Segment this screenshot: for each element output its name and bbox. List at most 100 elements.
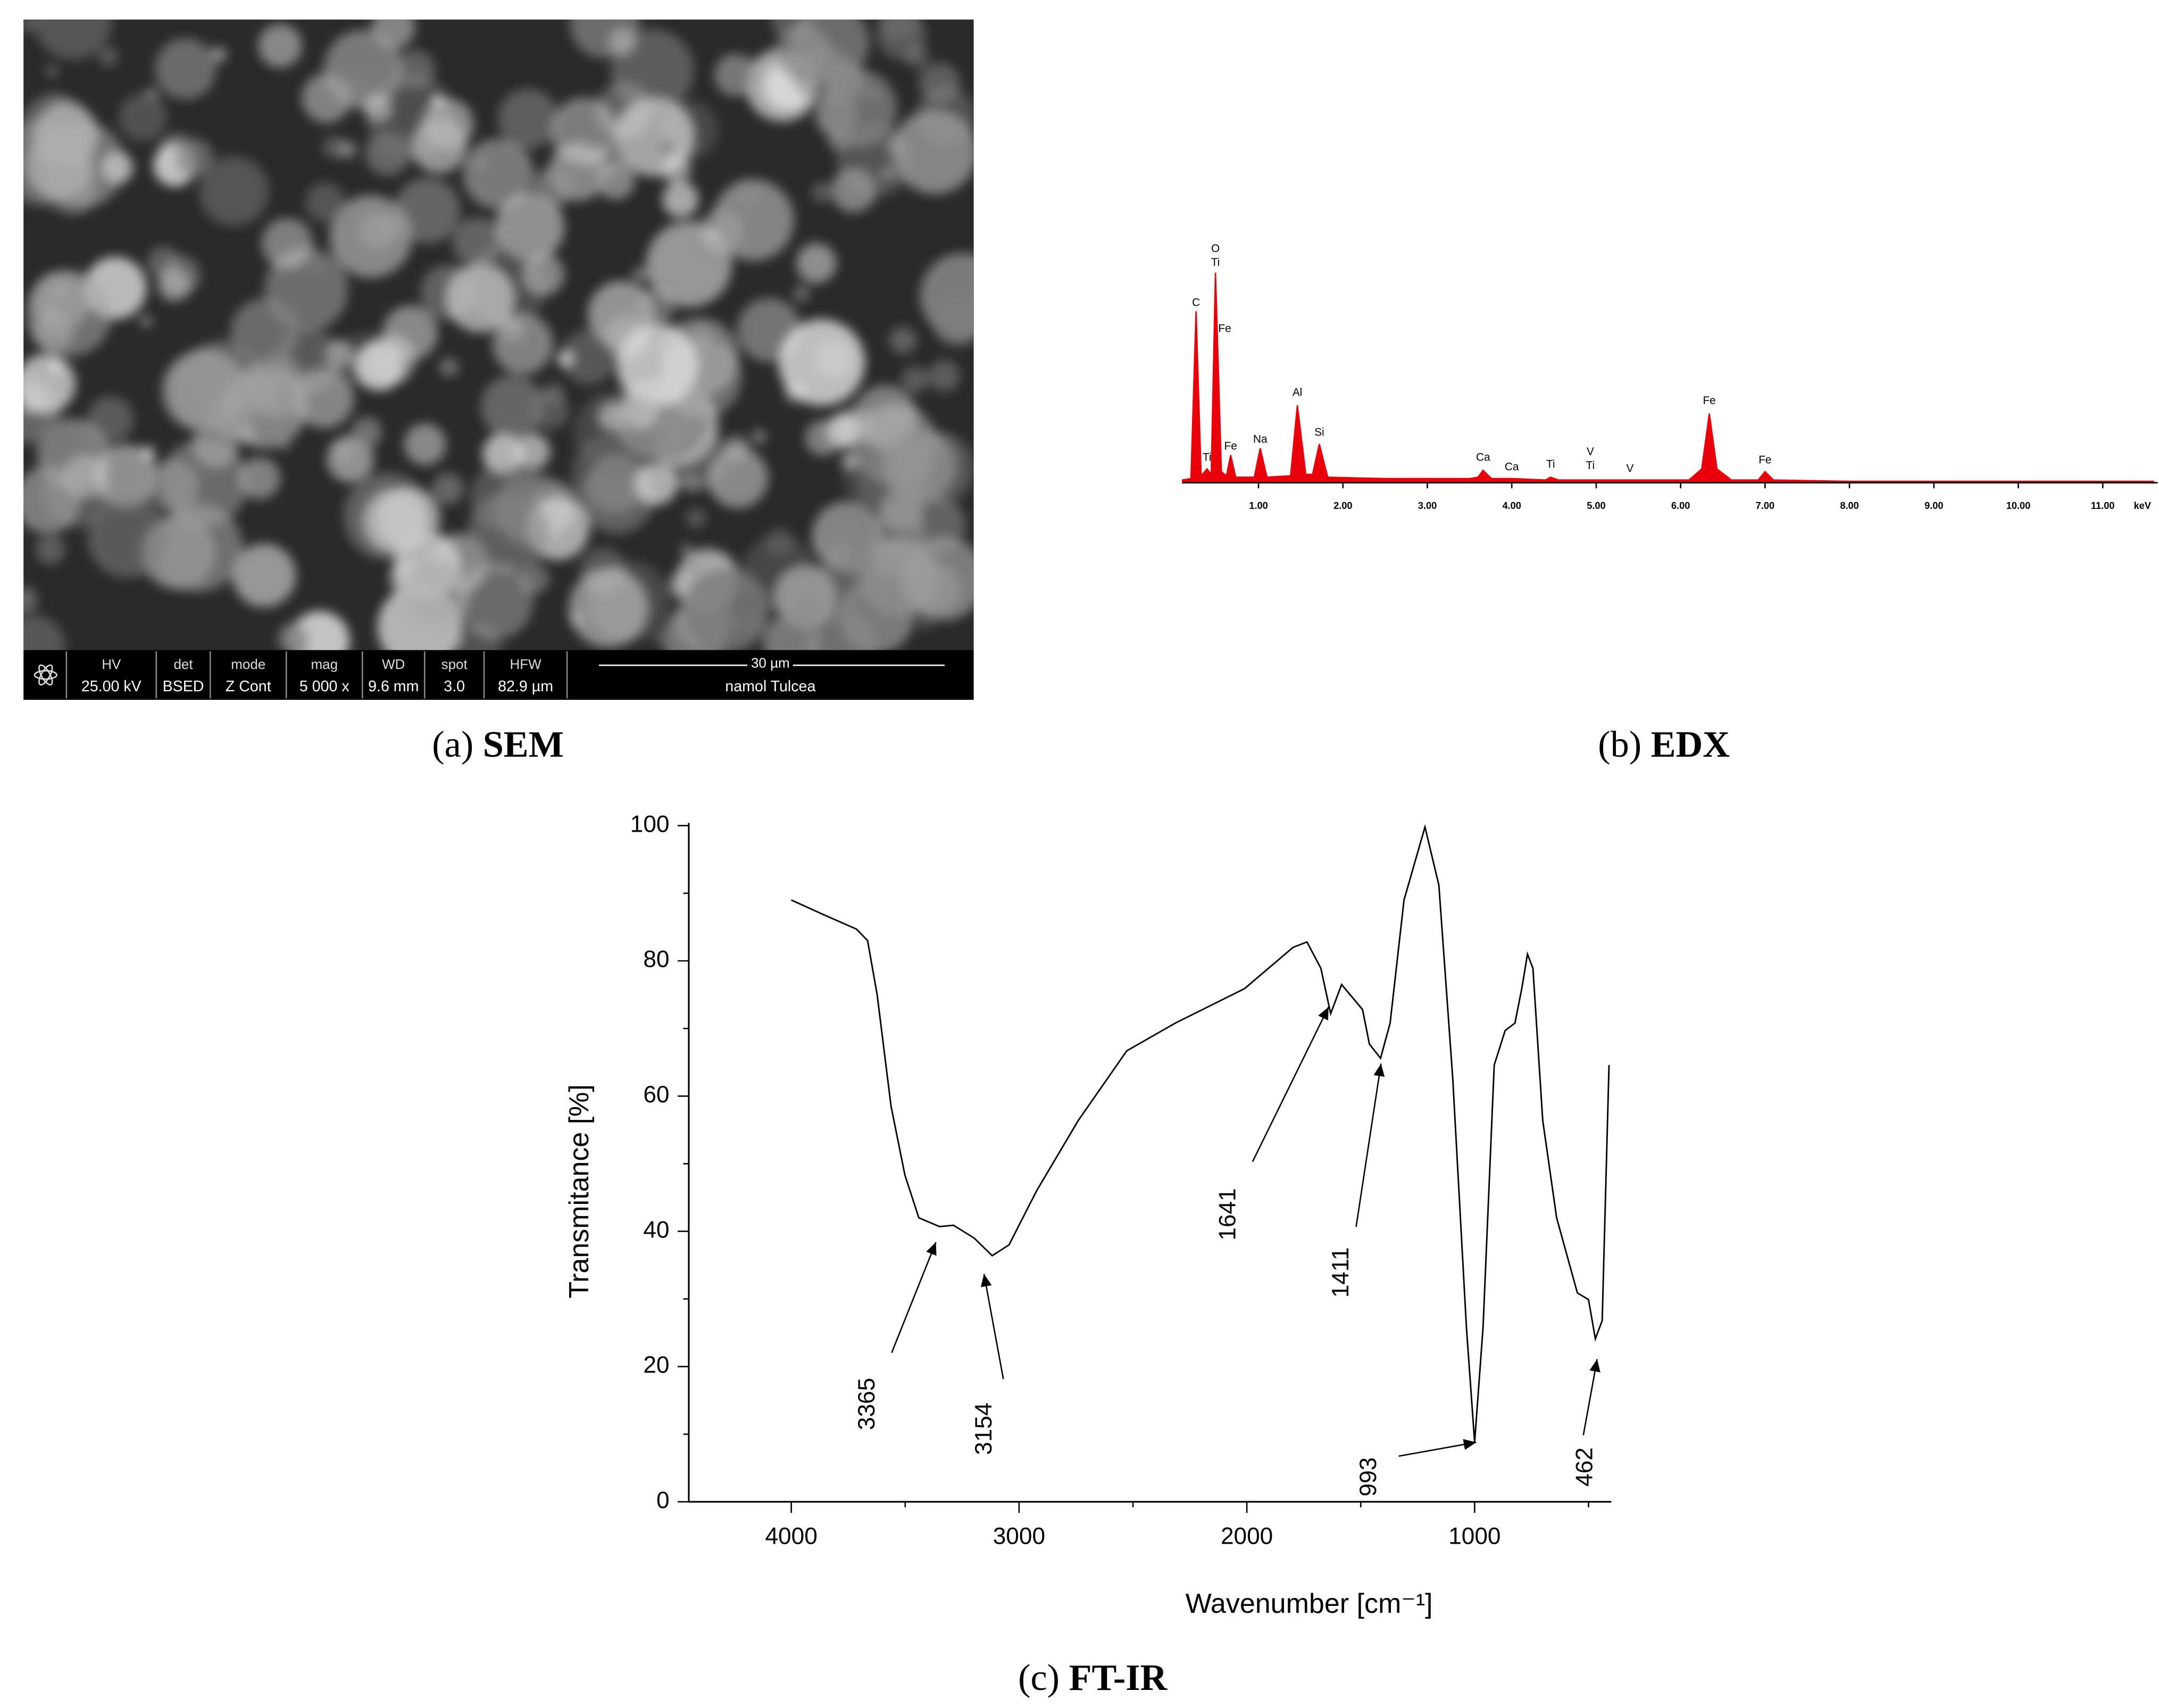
arrow-shaft	[1355, 1064, 1382, 1227]
sem-grain	[199, 156, 269, 227]
sem-grain	[928, 360, 960, 392]
peak-label: 3154	[971, 1403, 997, 1455]
info-value: 3.0	[444, 678, 465, 695]
peak-label: O	[1211, 242, 1220, 255]
sem-grain	[819, 70, 897, 147]
caption: (a) SEM	[432, 724, 564, 765]
sem-grain	[652, 632, 664, 644]
sem-grain	[707, 447, 769, 508]
sem-grain	[432, 473, 464, 505]
sem-grain	[362, 489, 428, 554]
sem-grain	[778, 319, 865, 406]
sem-grain	[155, 38, 216, 99]
sem-grain	[147, 246, 180, 279]
sem-grain	[160, 439, 248, 527]
sem-grain	[43, 462, 109, 528]
sem-grain	[889, 326, 917, 354]
x-tick-label: 1000	[1448, 1523, 1501, 1549]
peak-label: Ca	[1476, 451, 1490, 464]
sem-grain	[763, 614, 820, 650]
sem-grain	[456, 563, 534, 640]
sem-grain	[635, 463, 678, 505]
sem-grain	[365, 131, 410, 176]
sem-grain	[338, 140, 357, 159]
arrow-head	[1463, 1439, 1477, 1450]
sem-grain	[364, 94, 393, 122]
sem-grain	[403, 559, 470, 626]
peak-label: Fe	[1224, 440, 1237, 453]
caption-letter: (b)	[1598, 724, 1641, 765]
sem-grain	[101, 151, 134, 185]
info-label: HFW	[510, 656, 541, 672]
info-value: 5 000 x	[299, 678, 349, 695]
peak-label: Ca	[1505, 461, 1519, 473]
x-tick-label: 2.00	[1333, 500, 1352, 511]
sem-grain	[404, 423, 446, 465]
arrow-head	[926, 1242, 937, 1256]
sem-grain	[154, 504, 243, 592]
info-label: mag	[311, 656, 338, 672]
sem-grain	[872, 540, 908, 577]
caption: (c) FT-IR	[1018, 1657, 1168, 1698]
sem-grain	[411, 117, 468, 173]
arrow-head	[1318, 1007, 1329, 1021]
peak-label: V	[1587, 446, 1594, 458]
y-tick-label: 60	[643, 1082, 669, 1108]
sem-grain	[658, 139, 673, 154]
y-tick-label: 100	[630, 811, 670, 837]
sem-grain	[344, 77, 374, 106]
info-label: WD	[382, 656, 405, 672]
peak-label: Si	[1314, 426, 1324, 439]
sem-grain	[892, 109, 974, 194]
sem-grain	[452, 217, 502, 267]
sem-grain	[805, 420, 841, 456]
sem-grain	[371, 19, 415, 49]
caption-name: SEM	[483, 724, 564, 765]
sem-grain	[683, 567, 769, 650]
x-tick-label: 4.00	[1503, 500, 1521, 511]
sem-grain	[919, 62, 960, 104]
arrow-shaft	[1582, 1359, 1598, 1436]
peak-label: 1411	[1328, 1247, 1354, 1297]
sem-grain	[94, 444, 159, 508]
sem-grain	[662, 181, 699, 218]
sem-grain	[616, 324, 698, 406]
sem-grain	[854, 385, 918, 448]
sem-grain	[843, 454, 895, 506]
sem-grain	[354, 341, 404, 391]
caption: (b) EDX	[1598, 724, 1730, 765]
sem-grain	[294, 367, 354, 429]
sem-grain	[352, 417, 382, 447]
sem-grain	[302, 73, 352, 123]
sem-grain	[771, 19, 814, 41]
x-tick-label: 1.00	[1249, 500, 1268, 511]
peak-label: Na	[1253, 433, 1268, 446]
sem-grain	[139, 315, 152, 328]
sem-grain	[279, 440, 291, 451]
peak-label: V	[1626, 462, 1633, 474]
site-label: namol Tulcea	[725, 678, 815, 695]
sem-grain	[23, 354, 76, 414]
y-tick-label: 80	[643, 947, 669, 973]
y-axis-label: Transmitance [%]	[564, 1084, 595, 1299]
x-tick-label: 9.00	[1924, 500, 1943, 511]
sem-grain	[446, 263, 515, 333]
info-value: 82.9 µm	[498, 678, 553, 695]
sem-grain	[55, 285, 67, 297]
peak-label: 3365	[854, 1378, 880, 1430]
x-tick-label: 7.00	[1756, 500, 1774, 511]
sem-grain	[646, 221, 732, 307]
sem-grain	[98, 46, 119, 67]
sem-grain	[23, 586, 38, 614]
peak-label: Ti	[1211, 256, 1220, 269]
y-tick-label: 0	[656, 1487, 670, 1513]
sem-texture	[23, 19, 974, 650]
sem-grain	[23, 615, 65, 650]
info-value: 25.00 kV	[81, 678, 141, 695]
sem-grain	[632, 267, 648, 282]
sem-grain	[305, 182, 345, 222]
info-label: mode	[231, 656, 265, 672]
sem-grain	[793, 285, 810, 302]
sem-grain	[533, 168, 573, 207]
y-tick-label: 20	[643, 1352, 669, 1378]
